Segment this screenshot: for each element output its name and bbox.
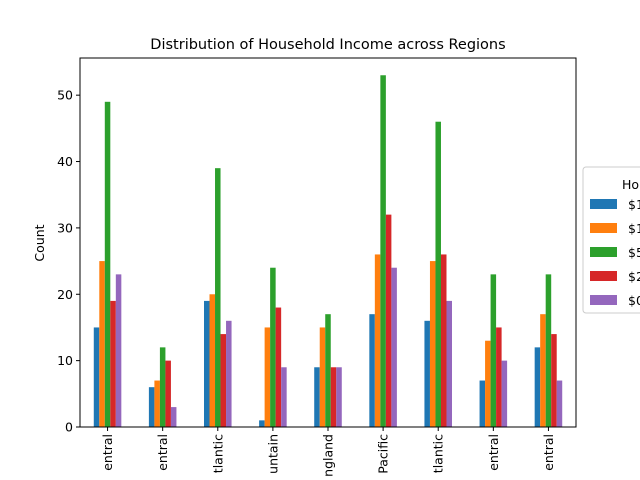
bar-5-6 [391, 267, 397, 427]
bar-1-4 [259, 420, 265, 427]
legend-label-2: $1 [628, 221, 640, 236]
y-tick-label: 50 [57, 88, 73, 103]
bar-4-6 [385, 214, 392, 427]
bar-4-9 [551, 334, 557, 427]
bar-1-8 [479, 380, 486, 427]
y-tick-label: 30 [57, 220, 73, 235]
bar-4-8 [496, 327, 502, 427]
y-tick-label: 40 [57, 154, 73, 169]
x-tick-label: ngland [321, 434, 336, 477]
x-tick-label: entral [155, 434, 170, 471]
x-tick-label: entral [486, 434, 501, 471]
bar-4-4 [275, 307, 282, 427]
legend-label-1: $1 [628, 197, 640, 212]
legend-swatch-1 [590, 199, 617, 209]
legend-swatch-4 [590, 271, 617, 281]
x-tick-label: tlantic [431, 434, 446, 473]
bar-3-8 [490, 274, 497, 427]
bar-2-5 [319, 327, 326, 427]
bar-3-5 [325, 314, 331, 427]
legend-swatch-2 [590, 223, 617, 233]
bar-3-9 [545, 274, 552, 427]
bar-2-7 [429, 261, 436, 427]
bar-5-1 [115, 274, 122, 427]
bar-3-6 [380, 75, 386, 427]
bar-4-7 [440, 254, 447, 427]
bar-2-1 [99, 261, 105, 427]
bar-5-4 [281, 367, 287, 427]
legend-label-4: $2 [628, 269, 640, 284]
legend-title: Ho [622, 177, 639, 192]
legend-label-3: $5 [628, 245, 640, 260]
legend-label-5: $0 [628, 293, 640, 308]
y-axis-label: Count [32, 224, 47, 261]
bar-1-1 [93, 327, 100, 427]
bar-5-8 [501, 360, 508, 427]
x-tick-label: entral [541, 434, 556, 471]
x-tick-label: entral [100, 434, 115, 471]
bar-2-4 [264, 327, 271, 427]
legend-swatch-3 [590, 247, 617, 257]
bar-4-5 [330, 367, 337, 427]
bar-1-2 [148, 387, 155, 427]
bar-1-5 [314, 367, 320, 427]
bar-5-3 [226, 320, 232, 427]
bar-2-6 [374, 254, 381, 427]
bar-1-9 [534, 347, 541, 427]
bar-3-7 [435, 121, 441, 428]
bar-5-5 [336, 367, 342, 427]
bar-5-7 [446, 300, 452, 427]
bar-2-8 [485, 340, 491, 427]
bar-1-6 [369, 314, 375, 427]
bar-2-2 [154, 380, 160, 427]
bar-4-2 [165, 360, 171, 427]
x-tick-label: tlantic [210, 434, 225, 473]
chart-title: Distribution of Household Income across … [150, 37, 505, 53]
plot-area: 0 10 20 30 40 50 entral entral tlantic untain ngla… [57, 57, 577, 477]
bar-2-9 [540, 314, 546, 427]
bar-3-1 [104, 101, 111, 428]
bar-3-2 [159, 347, 166, 427]
y-tick-label: 10 [57, 353, 73, 368]
bar-1-7 [424, 320, 430, 427]
y-tick-label: 20 [57, 287, 73, 302]
bar-4-3 [220, 334, 227, 427]
y-tick-label: 0 [65, 420, 73, 435]
bar-4-1 [110, 300, 116, 427]
bar-5-2 [170, 407, 177, 427]
bar-5-9 [556, 380, 563, 427]
bar-3-3 [215, 168, 221, 428]
bar-3-4 [270, 267, 276, 427]
bar-1-3 [204, 300, 210, 427]
x-tick-label: untain [265, 434, 280, 474]
bar-2-3 [209, 294, 216, 427]
legend-swatch-5 [590, 295, 617, 305]
x-tick-label: Pacific [376, 434, 391, 474]
legend: Ho $1 $1 $5 $2 $0 [582, 166, 640, 314]
